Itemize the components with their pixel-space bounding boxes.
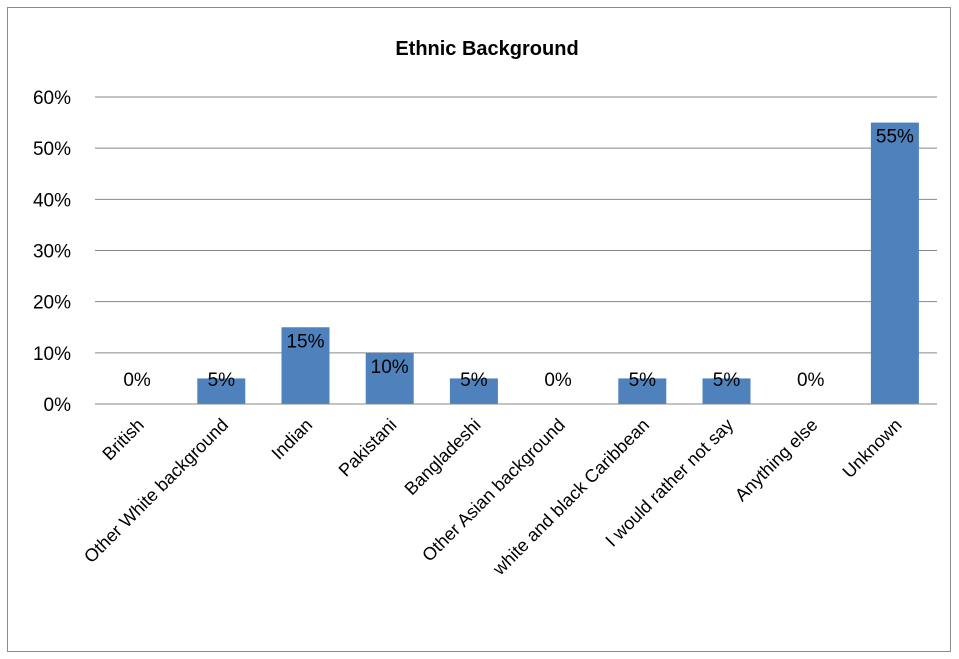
y-tick-label: 60% [33,88,71,109]
data-label: 10% [371,357,409,378]
data-label: 15% [286,331,324,352]
y-tick-label: 40% [33,190,71,211]
data-label: 0% [123,370,151,391]
x-category-label: Other White background [80,415,232,567]
data-label: 0% [797,370,825,391]
chart-title: Ethnic Background [395,38,578,60]
bar [197,378,246,404]
x-category-label: Indian [268,415,317,464]
data-label: 55% [876,127,914,148]
data-label: 5% [713,370,741,391]
x-category-label: Other Asian background [418,415,569,566]
x-category-label: white and black Caribbean [488,415,653,580]
data-label: 5% [208,370,236,391]
chart-frame [7,7,951,652]
y-tick-label: 10% [33,344,71,365]
data-label: 5% [460,370,488,391]
x-category-label: Bangladeshi [401,415,485,499]
x-category-label: Pakistani [335,415,401,481]
x-category-label: Unknown [839,415,906,482]
bars [197,122,919,404]
x-category-label: British [98,415,148,465]
data-label: 0% [544,370,572,391]
data-label: 5% [629,370,657,391]
y-tick-label: 20% [33,293,71,314]
bar [449,378,498,404]
y-tick-label: 30% [33,242,71,263]
bar [365,352,414,404]
data-labels: 0% 5% 15% 10% 5% 0% 5% 5% 0% 55% [123,127,914,391]
bar [870,122,919,404]
gridlines [95,96,937,354]
y-axis-tick-labels: 0% 10% 20% 30% 40% 50% 60% [33,88,71,416]
bar [618,378,667,404]
bar [702,378,751,404]
bar [281,327,330,404]
y-tick-label: 0% [44,395,72,416]
x-category-label: Anything else [731,415,822,506]
y-tick-label: 50% [33,139,71,160]
